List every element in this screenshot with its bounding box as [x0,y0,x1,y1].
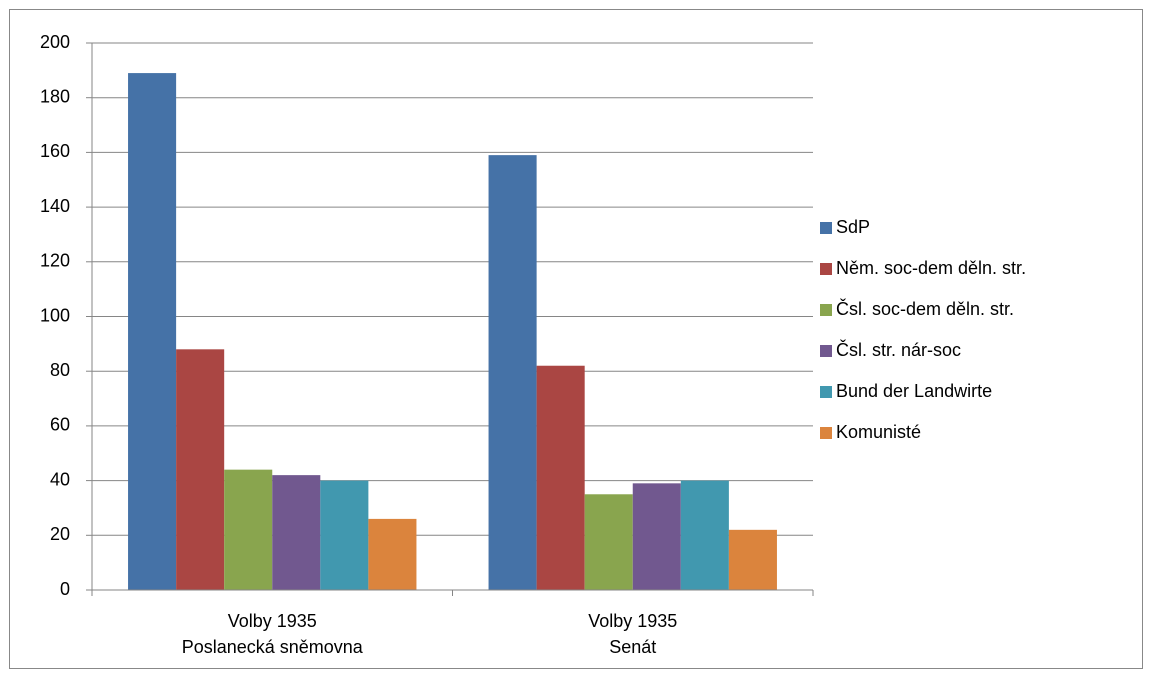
y-tick-label: 200 [40,32,70,52]
x-tick-label: Volby 1935 Poslanecká sněmovna [181,611,363,657]
y-tick-label: 100 [40,305,70,325]
bar [224,469,273,590]
bar [728,529,777,590]
bar [272,475,321,590]
legend-swatch [820,263,832,275]
bar [680,480,729,590]
bar [584,494,633,590]
legend-swatch [820,222,832,234]
bar [632,483,681,590]
y-tick-label: 0 [60,579,70,599]
y-tick-label: 60 [50,415,70,435]
legend-swatch [820,345,832,357]
legend-label: Čsl. str. nár-soc [836,339,961,360]
legend-label: Komunisté [836,422,921,442]
bar [320,480,369,590]
bar [176,349,225,590]
y-tick-label: 180 [40,86,70,106]
y-tick-label: 20 [50,524,70,544]
legend-label: SdP [836,217,870,237]
y-tick-label: 160 [40,141,70,161]
bar [128,73,177,590]
legend-swatch [820,386,832,398]
y-tick-label: 80 [50,360,70,380]
chart-frame [9,9,1143,669]
legend-swatch [820,427,832,439]
bar [536,365,585,590]
y-tick-label: 40 [50,469,70,489]
x-tick-label: Volby 1935 Senát [588,611,678,657]
y-tick-label: 140 [40,196,70,216]
legend-label: Čsl. soc-dem děln. str. [836,298,1014,319]
bar [368,518,417,590]
legend-label: Něm. soc-dem děln. str. [836,258,1026,278]
y-tick-label: 120 [40,251,70,271]
legend-swatch [820,304,832,316]
legend-label: Bund der Landwirte [836,381,992,401]
bar [488,155,537,590]
